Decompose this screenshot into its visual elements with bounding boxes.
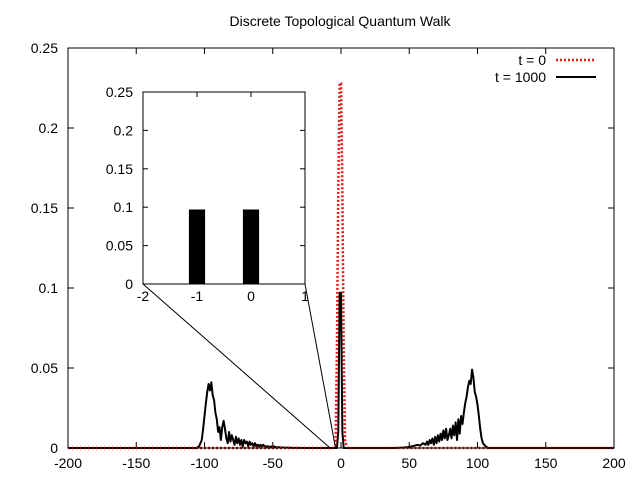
inset-y-tick-label: 0.25 — [106, 84, 133, 100]
inset-chart: -2 -1 0 1 0 0.05 0.1 0.15 0.2 0.25 — [106, 84, 309, 304]
chart-title: Discrete Topological Quantum Walk — [230, 13, 452, 29]
x-tick-label: 0 — [337, 455, 345, 471]
inset-bar--1 — [188, 209, 206, 284]
x-tick-label: -150 — [122, 455, 150, 471]
y-tick-label: 0.2 — [39, 120, 59, 136]
inset-background — [143, 92, 305, 284]
inset-y-tick-label: 0.2 — [114, 122, 134, 138]
y-tick-label: 0.05 — [31, 360, 58, 376]
x-tick-label: -200 — [54, 455, 82, 471]
legend-label: t = 1000 — [495, 69, 546, 85]
inset-y-tick-label: 0 — [125, 276, 133, 292]
inset-zoom-lines — [142, 283, 337, 449]
inset-bar-0 — [242, 209, 260, 284]
y-tick-label: 0.25 — [31, 40, 58, 56]
inset-y-tick-label: 0.15 — [106, 161, 133, 177]
legend-label: t = 0 — [518, 52, 546, 68]
main-tick-labels: -200 -150 -100 -50 0 50 100 150 20000.050.10.150… — [31, 40, 626, 471]
x-tick-label: 150 — [534, 455, 558, 471]
inset-x-tick-label: 0 — [247, 288, 255, 304]
inset-x-tick-label: -2 — [137, 288, 150, 304]
inset-y-tick-label: 0.1 — [114, 199, 134, 215]
zoom-line-right — [304, 283, 337, 449]
x-tick-label: 50 — [401, 455, 417, 471]
zoom-line-left — [142, 283, 331, 449]
x-tick-label: 200 — [602, 455, 626, 471]
y-tick-label: 0.1 — [39, 280, 59, 296]
x-tick-label: -50 — [263, 455, 283, 471]
x-tick-label: 100 — [466, 455, 490, 471]
inset-frame — [142, 91, 306, 285]
inset-bars — [188, 209, 260, 284]
main-plot-frame — [67, 47, 615, 449]
inset-y-tick-label: 0.05 — [106, 238, 133, 254]
y-tick-label: 0.15 — [31, 200, 58, 216]
legend: t = 0t = 1000 — [495, 52, 596, 85]
x-tick-label: -100 — [190, 455, 218, 471]
inset-x-tick-label: -1 — [191, 288, 204, 304]
inset-x-tick-label: 1 — [301, 288, 309, 304]
inset-tick-labels: -2 -1 0 1 0 0.05 0.1 0.15 0.2 0.25 — [106, 84, 309, 304]
y-tick-label: 0 — [50, 440, 58, 456]
